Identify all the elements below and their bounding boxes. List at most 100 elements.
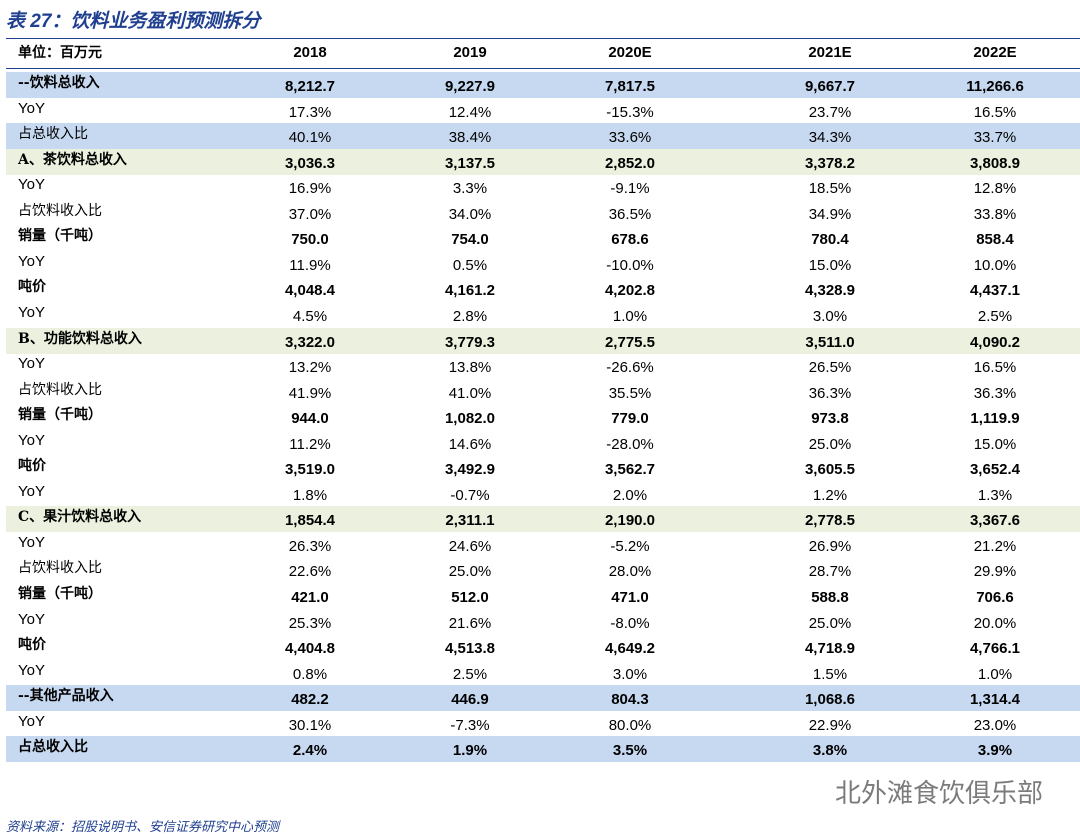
- row-label: 占总收入比: [18, 739, 88, 756]
- row-label: 销量（千吨）: [18, 228, 102, 245]
- cell-value: 26.3%: [288, 537, 332, 555]
- cell-value: 2.5%: [452, 665, 488, 683]
- cell-value: 38.4%: [448, 129, 492, 147]
- cell-value: 1,854.4: [284, 512, 336, 530]
- cell-value: 28.0%: [608, 563, 652, 581]
- cell-value: 4,718.9: [804, 640, 856, 658]
- row-label: YoY: [18, 303, 45, 321]
- cell-value: 754.0: [451, 231, 489, 249]
- table-row: 占饮料收入比 41.9% 41.0% 35.5% 36.3% 36.3%: [6, 379, 1080, 405]
- cell-value: 33.7%: [973, 129, 1017, 147]
- table-row: 销量（千吨） 421.0 512.0 471.0 588.8 706.6: [6, 583, 1080, 609]
- table-row: YoY 0.8% 2.5% 3.0% 1.5% 1.0%: [6, 660, 1080, 686]
- row-label: YoY: [18, 252, 45, 270]
- cell-value: 973.8: [811, 410, 849, 428]
- cell-value: 2,852.0: [604, 154, 656, 172]
- cell-value: 0.8%: [292, 665, 328, 683]
- row-label: C、果汁饮料总收入: [18, 509, 142, 526]
- cell-value: 482.2: [291, 691, 329, 709]
- row-label: --饮料总收入: [18, 75, 100, 91]
- cell-value: 3.8%: [812, 742, 848, 760]
- cell-value: 2,778.5: [804, 512, 856, 530]
- table-row: 销量（千吨） 944.0 1,082.0 779.0 973.8 1,119.9: [6, 404, 1080, 430]
- cell-value: 1.8%: [292, 486, 328, 504]
- header-cell: 2018: [293, 44, 327, 61]
- table-row: B、功能饮料总收入 3,322.0 3,779.3 2,775.5 3,511.0 4,0…: [6, 327, 1080, 354]
- cell-value: 26.9%: [808, 537, 852, 555]
- cell-value: 36.5%: [608, 205, 652, 223]
- cell-value: 780.4: [811, 231, 849, 249]
- cell-value: -28.0%: [606, 435, 654, 453]
- table-row: YoY 25.3% 21.6% -8.0% 25.0% 20.0%: [6, 609, 1080, 635]
- table-row: A、茶饮料总收入 3,036.3 3,137.5 2,852.0 3,378.2 3,80…: [6, 148, 1080, 175]
- cell-value: 4,328.9: [804, 282, 856, 300]
- rule: [6, 38, 1080, 39]
- row-label: YoY: [18, 431, 45, 449]
- cell-value: 3,779.3: [444, 333, 496, 351]
- row-label: YoY: [18, 176, 45, 194]
- cell-value: -5.2%: [610, 537, 650, 555]
- cell-value: 80.0%: [608, 716, 652, 734]
- row-label: YoY: [18, 610, 45, 628]
- table-row: YoY 4.5% 2.8% 1.0% 3.0% 2.5%: [6, 302, 1080, 328]
- cell-value: 3,367.6: [969, 512, 1021, 530]
- cell-value: 1.0%: [977, 665, 1013, 683]
- cell-value: 20.0%: [973, 614, 1017, 632]
- cell-value: 10.0%: [973, 256, 1017, 274]
- header-row: 单位：百万元 2018 2019 2020E 2021E 2022E: [6, 40, 1080, 66]
- cell-value: 858.4: [976, 231, 1014, 249]
- cell-value: 13.2%: [288, 359, 332, 377]
- cell-value: 1.5%: [812, 665, 848, 683]
- cell-value: 15.0%: [808, 256, 852, 274]
- cell-value: 41.9%: [288, 384, 332, 402]
- row-label: 占饮料收入比: [18, 202, 102, 219]
- cell-value: 4,649.2: [604, 640, 656, 658]
- cell-value: 1,082.0: [444, 410, 496, 428]
- cell-value: 34.3%: [808, 129, 852, 147]
- row-label: --其他产品收入: [18, 688, 114, 705]
- row-label: 占总收入比: [18, 126, 88, 143]
- cell-value: 22.6%: [288, 563, 332, 581]
- row-label: B、功能饮料总收入: [18, 330, 142, 347]
- cell-value: 804.3: [611, 691, 649, 709]
- cell-value: 3,492.9: [444, 461, 496, 479]
- cell-value: 2,311.1: [445, 512, 495, 530]
- cell-value: -10.0%: [606, 256, 654, 274]
- row-label: YoY: [18, 533, 45, 551]
- cell-value: 16.5%: [973, 359, 1017, 377]
- cell-value: 1.0%: [612, 307, 648, 325]
- cell-value: 30.1%: [288, 716, 332, 734]
- row-label: YoY: [18, 99, 45, 117]
- cell-value: 25.3%: [288, 614, 332, 632]
- cell-value: 3,605.5: [804, 461, 856, 479]
- cell-value: 3.0%: [612, 665, 648, 683]
- table-row: YoY 16.9% 3.3% -9.1% 18.5% 12.8%: [6, 174, 1080, 200]
- table-title: 表 27：饮料业务盈利预测拆分: [6, 11, 261, 32]
- table-row: --饮料总收入 8,212.7 9,227.9 7,817.5 9,667.7 11,26…: [6, 72, 1080, 98]
- cell-value: 14.6%: [448, 435, 492, 453]
- cell-value: 11.2%: [289, 435, 331, 453]
- cell-value: 0.5%: [452, 256, 488, 274]
- cell-value: 29.9%: [973, 563, 1017, 581]
- cell-value: 1.9%: [452, 742, 488, 760]
- cell-value: 706.6: [976, 589, 1014, 606]
- table-row: 吨价 3,519.0 3,492.9 3,562.7 3,605.5 3,652.4: [6, 455, 1080, 481]
- cell-value: 3,137.5: [444, 154, 496, 172]
- header-cell: 2022E: [973, 44, 1017, 61]
- row-label: 销量（千吨）: [18, 586, 102, 602]
- cell-value: 3,562.7: [604, 461, 656, 479]
- table-row: 占总收入比 40.1% 38.4% 33.6% 34.3% 33.7%: [6, 123, 1080, 150]
- cell-value: 37.0%: [288, 205, 332, 223]
- table-row: YoY 11.9% 0.5% -10.0% 15.0% 10.0%: [6, 251, 1080, 277]
- cell-value: 24.6%: [448, 537, 492, 555]
- cell-value: 4,161.2: [444, 282, 496, 300]
- cell-value: 3,378.2: [804, 154, 856, 172]
- header-cell: 2021E: [808, 44, 852, 61]
- cell-value: 3,036.3: [284, 154, 336, 172]
- cell-value: 471.0: [611, 589, 649, 606]
- table-row: 占饮料收入比 22.6% 25.0% 28.0% 28.7% 29.9%: [6, 557, 1080, 583]
- row-label: 吨价: [18, 279, 46, 296]
- cell-value: 2.8%: [452, 307, 488, 325]
- row-label: 销量（千吨）: [18, 407, 102, 424]
- cell-value: 3,652.4: [969, 461, 1021, 479]
